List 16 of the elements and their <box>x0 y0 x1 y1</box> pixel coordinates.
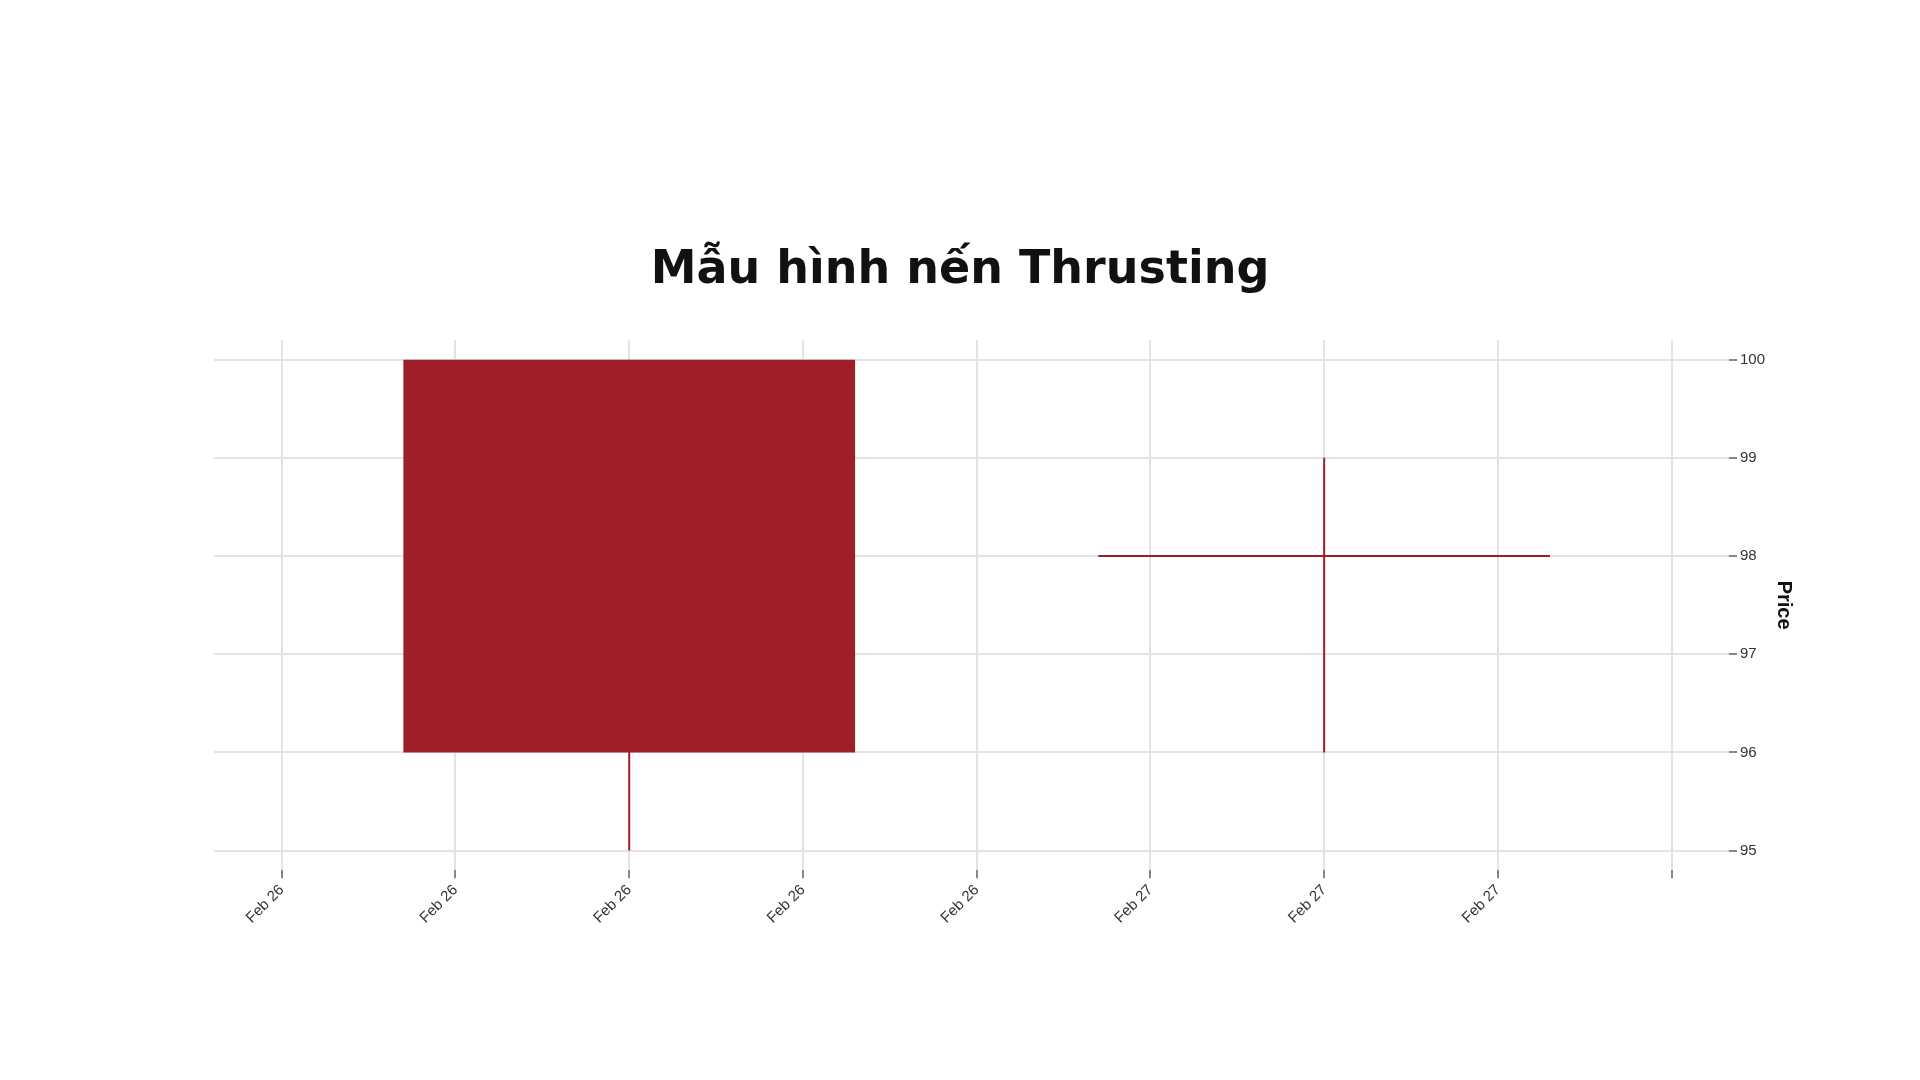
x-tick-label: Feb 27 <box>1284 880 1330 926</box>
x-tick-label: Feb 26 <box>762 880 809 926</box>
x-tick-label: Feb 26 <box>936 880 982 926</box>
x-tick-label: Feb 26 <box>589 880 635 926</box>
y-tick-label: 95 <box>1739 840 1757 858</box>
x-tick-label: Feb 27 <box>1457 880 1503 926</box>
y-tick-label: 99 <box>1739 447 1757 465</box>
y-axis-title: Price <box>1774 580 1797 630</box>
x-tick-label: Feb 26 <box>241 880 287 926</box>
x-tick-label: Feb 27 <box>1110 880 1156 926</box>
chart-title: Mẫu hình nến Thrusting <box>649 240 1271 294</box>
y-tick-label: 97 <box>1739 644 1757 662</box>
y-tick-label: 96 <box>1739 742 1757 760</box>
x-tick-label: Feb 26 <box>415 880 461 926</box>
y-tick-label: 98 <box>1739 546 1757 564</box>
y-tick-label: 100 <box>1739 349 1765 367</box>
